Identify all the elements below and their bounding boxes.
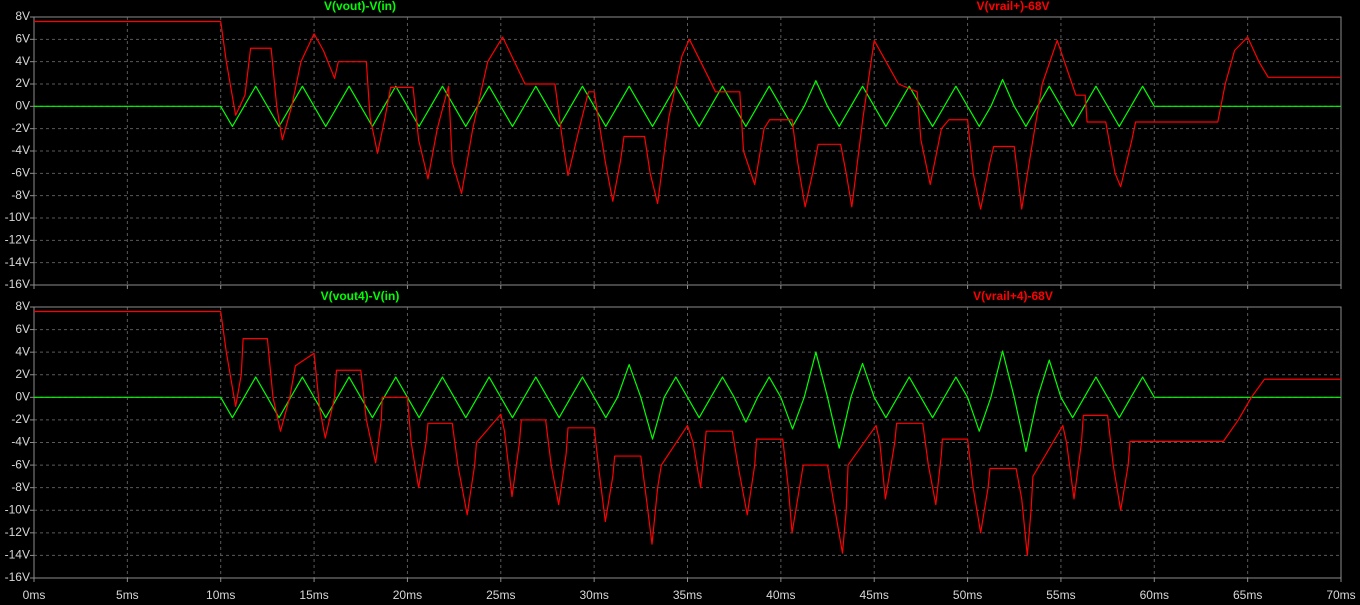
y-tick-label: -12V xyxy=(5,525,30,539)
trace xyxy=(34,20,1341,210)
y-tick-label: 2V xyxy=(15,367,30,381)
legend-entry: V(vout4)-V(in) xyxy=(321,289,400,303)
x-tick-label: 0ms xyxy=(23,588,46,602)
x-tick-label: 35ms xyxy=(673,588,702,602)
y-tick-label: -16V xyxy=(5,570,30,584)
y-tick-label: -14V xyxy=(5,548,30,562)
x-tick-label: 60ms xyxy=(1140,588,1169,602)
y-tick-label: -12V xyxy=(5,233,30,247)
plot-frame xyxy=(33,306,1342,579)
y-tick-label: -8V xyxy=(11,188,30,202)
x-tick-label: 20ms xyxy=(393,588,422,602)
x-tick-label: 40ms xyxy=(766,588,795,602)
x-tick-label: 70ms xyxy=(1326,588,1355,602)
y-tick-label: 4V xyxy=(15,54,30,68)
y-tick-label: -4V xyxy=(11,435,30,449)
y-tick-label: -8V xyxy=(11,480,30,494)
x-tick-label: 45ms xyxy=(860,588,889,602)
y-tick-label: -10V xyxy=(5,210,30,224)
y-tick-label: -6V xyxy=(11,166,30,180)
plot-frame xyxy=(33,16,1342,286)
y-tick-label: -2V xyxy=(11,412,30,426)
legend-entry: V(vrail+4)-68V xyxy=(973,289,1053,303)
y-tick-label: 0V xyxy=(15,390,30,404)
legend-entry: V(vout)-V(in) xyxy=(324,0,396,13)
x-tick-label: 50ms xyxy=(953,588,982,602)
x-tick-label: 10ms xyxy=(206,588,235,602)
y-tick-label: -2V xyxy=(11,121,30,135)
y-tick-label: 8V xyxy=(15,9,30,23)
x-tick-label: 55ms xyxy=(1046,588,1075,602)
legend-entry: V(vrail+)-68V xyxy=(976,0,1049,13)
y-tick-label: -4V xyxy=(11,143,30,157)
x-tick-label: 30ms xyxy=(579,588,608,602)
x-tick-label: 5ms xyxy=(116,588,139,602)
y-tick-label: 0V xyxy=(15,99,30,113)
y-tick-label: -14V xyxy=(5,255,30,269)
y-tick-label: -16V xyxy=(5,277,30,291)
x-tick-label: 25ms xyxy=(486,588,515,602)
y-tick-label: 6V xyxy=(15,32,30,46)
y-tick-label: 4V xyxy=(15,344,30,358)
trace xyxy=(34,350,1341,453)
trace xyxy=(34,310,1341,557)
x-tick-label: 15ms xyxy=(299,588,328,602)
y-tick-label: 6V xyxy=(15,322,30,336)
y-tick-label: -10V xyxy=(5,502,30,516)
y-tick-label: 8V xyxy=(15,299,30,313)
y-tick-label: 2V xyxy=(15,76,30,90)
x-tick-label: 65ms xyxy=(1233,588,1262,602)
y-tick-label: -6V xyxy=(11,457,30,471)
trace xyxy=(34,78,1341,128)
